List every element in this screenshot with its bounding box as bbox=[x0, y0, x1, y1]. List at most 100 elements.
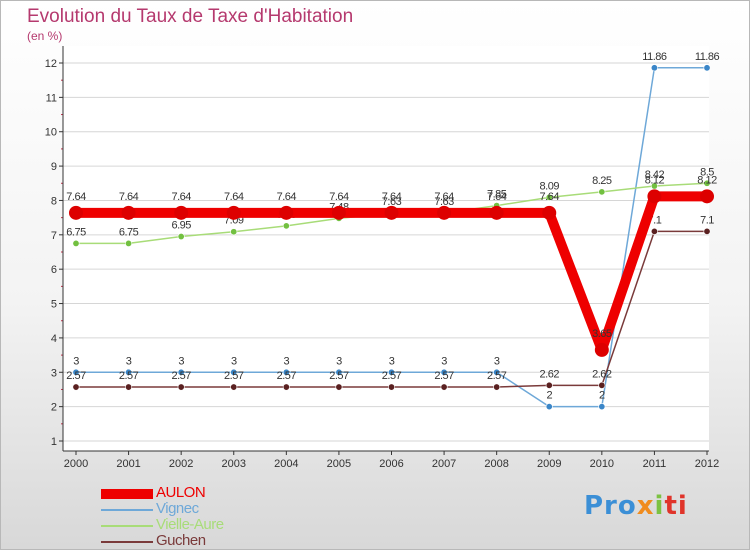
data-point-aulon bbox=[700, 189, 714, 204]
data-label-aulon: 7.64 bbox=[329, 191, 349, 203]
data-point-vigney bbox=[440, 368, 448, 376]
data-point-vigney bbox=[335, 368, 343, 376]
data-label-aulon: 3.65 bbox=[592, 328, 612, 340]
data-label-guchen: 7.1 bbox=[700, 214, 714, 226]
legend-label-vignec: Vignec bbox=[156, 500, 199, 517]
data-label-vielle-aure: 7.63 bbox=[382, 196, 402, 208]
data-label-aulon: 7.64 bbox=[171, 191, 191, 203]
data-point-aulon bbox=[647, 189, 662, 204]
x-tick-label: 2003 bbox=[222, 458, 246, 470]
data-label-vielle-aure: 7.63 bbox=[434, 196, 454, 208]
data-point-guchen bbox=[545, 381, 553, 389]
x-tick-label: 2008 bbox=[484, 458, 508, 470]
data-point-vielle-aure bbox=[125, 239, 133, 247]
legend-label-aulon: AULON bbox=[156, 484, 206, 501]
data-point-guchen bbox=[703, 227, 711, 235]
plot-area bbox=[63, 46, 709, 451]
y-tick-label: 6 bbox=[51, 264, 57, 276]
data-point-vigney bbox=[545, 403, 553, 411]
data-point-guchen bbox=[230, 383, 238, 391]
data-point-aulon bbox=[542, 205, 557, 220]
x-tick-label: 2001 bbox=[116, 458, 140, 470]
data-label-guchen: 2.57 bbox=[329, 370, 349, 382]
data-label-aulon: 7.64 bbox=[224, 191, 244, 203]
legend-swatch-vielle-aure bbox=[101, 525, 153, 527]
data-label-vigney: 3 bbox=[389, 355, 395, 367]
data-point-vigney bbox=[125, 368, 133, 376]
legend-label-vielle-aure: Vielle-Aure bbox=[156, 516, 224, 533]
legend-swatch-vignec bbox=[101, 509, 153, 511]
y-tick-label: 3 bbox=[51, 367, 57, 379]
data-point-vigney bbox=[598, 403, 606, 411]
y-tick-label: 8 bbox=[51, 195, 57, 207]
y-tick-label: 7 bbox=[51, 230, 57, 242]
data-label-vigney: 3 bbox=[73, 355, 79, 367]
y-tick-label: 11 bbox=[46, 92, 57, 104]
data-point-vigney bbox=[387, 368, 395, 376]
x-tick-label: 2000 bbox=[64, 458, 88, 470]
x-tick-label: 2004 bbox=[274, 458, 298, 470]
data-label-guchen: 2.57 bbox=[224, 370, 244, 382]
data-point-vigney bbox=[493, 368, 501, 376]
data-point-vielle-aure bbox=[545, 193, 553, 201]
data-point-vigney bbox=[282, 368, 290, 376]
data-point-guchen bbox=[177, 383, 185, 391]
data-point-aulon bbox=[174, 205, 189, 220]
data-label-vigney: 3 bbox=[178, 355, 184, 367]
data-point-vielle-aure bbox=[72, 239, 80, 247]
data-label-vigney: 2 bbox=[599, 390, 605, 402]
data-label-guchen: 2.62 bbox=[540, 368, 560, 380]
data-label-aulon: 7.64 bbox=[277, 191, 297, 203]
data-label-guchen: 2.57 bbox=[171, 370, 191, 382]
data-label-vigney: 3 bbox=[494, 355, 500, 367]
data-point-vielle-aure bbox=[230, 228, 238, 236]
data-point-guchen bbox=[387, 383, 395, 391]
x-tick-label: 2010 bbox=[590, 458, 614, 470]
data-point-aulon bbox=[121, 205, 136, 220]
data-point-vigney bbox=[230, 368, 238, 376]
data-point-guchen bbox=[282, 383, 290, 391]
legend-label-guchen: Guchen bbox=[156, 532, 206, 549]
data-label-vielle-aure: 8.09 bbox=[540, 180, 560, 192]
data-label-vielle-aure: 6.75 bbox=[119, 226, 139, 238]
data-label-vigney: 11.86 bbox=[642, 51, 667, 63]
y-tick-label: 12 bbox=[45, 58, 57, 70]
data-point-vielle-aure bbox=[650, 182, 658, 190]
chart-unit: (en %) bbox=[27, 29, 63, 43]
data-point-aulon bbox=[331, 205, 346, 220]
x-tick-label: 2002 bbox=[169, 458, 193, 470]
data-label-aulon: 7.64 bbox=[66, 191, 86, 203]
data-point-aulon bbox=[69, 205, 83, 220]
data-label-vielle-aure: 6.95 bbox=[171, 220, 191, 232]
data-point-guchen bbox=[598, 381, 606, 389]
data-label-guchen: 2.57 bbox=[66, 370, 86, 382]
data-point-guchen bbox=[125, 383, 133, 391]
data-point-vigney bbox=[703, 64, 711, 72]
data-point-aulon bbox=[437, 205, 452, 220]
data-point-guchen bbox=[440, 383, 448, 391]
x-tick-label: 2009 bbox=[537, 458, 561, 470]
data-label-vielle-aure: 8.5 bbox=[700, 166, 714, 178]
data-label-guchen: 2.57 bbox=[277, 370, 297, 382]
proxiti-logo: Proxiti bbox=[584, 491, 688, 521]
data-point-vigney bbox=[72, 368, 80, 376]
data-point-guchen bbox=[650, 227, 658, 235]
data-point-guchen bbox=[493, 383, 501, 391]
data-label-vigney: 3 bbox=[336, 355, 342, 367]
chart-title: Evolution du Taux de Taxe d'Habitation bbox=[27, 6, 354, 27]
data-label-aulon: 7.64 bbox=[540, 191, 560, 203]
data-label-vigney: 2 bbox=[546, 390, 552, 402]
data-point-vielle-aure bbox=[282, 222, 290, 230]
y-tick-label: 9 bbox=[51, 161, 57, 173]
data-label-aulon: 8.12 bbox=[697, 174, 717, 186]
data-label-aulon: 7.64 bbox=[434, 191, 454, 203]
data-label-aulon: 8.12 bbox=[645, 174, 665, 186]
data-point-vigney bbox=[177, 368, 185, 376]
data-label-guchen: 2.57 bbox=[382, 370, 402, 382]
data-label-vielle-aure: 7.85 bbox=[487, 189, 507, 201]
data-point-aulon bbox=[594, 342, 609, 357]
data-point-aulon bbox=[384, 205, 399, 220]
data-point-vigney bbox=[650, 64, 658, 72]
data-label-vigney: 3 bbox=[284, 355, 290, 367]
